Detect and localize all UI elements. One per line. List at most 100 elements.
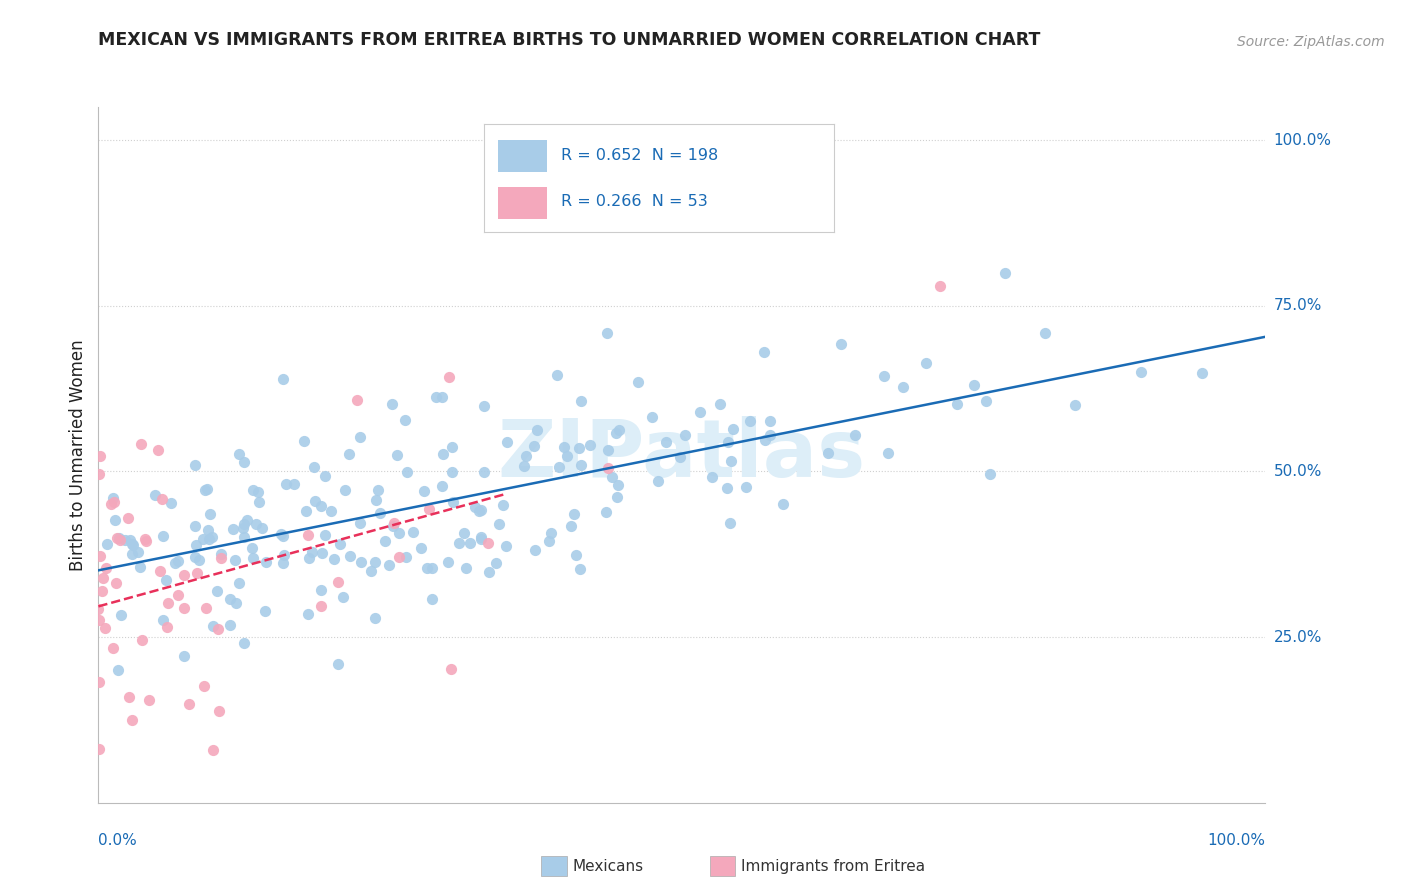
Point	[349, 430, 371, 444]
Point	[236, 513, 259, 527]
Point	[163, 556, 186, 570]
Point	[647, 474, 669, 488]
Point	[118, 533, 141, 548]
Point	[93, 571, 115, 585]
Point	[470, 503, 492, 517]
Point	[418, 501, 440, 516]
Point	[477, 536, 499, 550]
Point	[368, 506, 391, 520]
Point	[994, 266, 1017, 280]
Point	[297, 607, 319, 621]
Point	[394, 413, 416, 427]
Point	[526, 423, 548, 437]
Point	[1130, 365, 1153, 379]
Point	[360, 565, 382, 579]
Point	[374, 534, 396, 549]
Point	[87, 601, 110, 615]
Point	[492, 498, 515, 512]
Point	[367, 483, 389, 498]
Point	[194, 601, 217, 615]
Point	[104, 512, 127, 526]
Point	[304, 494, 326, 508]
Point	[202, 619, 225, 633]
Point	[893, 379, 915, 393]
Point	[121, 537, 143, 551]
Point	[946, 397, 969, 411]
Point	[302, 459, 325, 474]
Point	[571, 394, 593, 409]
Point	[118, 690, 141, 704]
Point	[387, 448, 409, 462]
Point	[596, 461, 619, 475]
Point	[193, 532, 215, 546]
Point	[328, 657, 350, 671]
Point	[560, 518, 582, 533]
Point	[606, 490, 628, 504]
Point	[596, 443, 619, 458]
Point	[292, 434, 315, 448]
Point	[752, 344, 775, 359]
Point	[496, 435, 519, 450]
Point	[564, 508, 586, 522]
Point	[103, 495, 125, 509]
Point	[309, 499, 332, 513]
Point	[222, 522, 245, 536]
Point	[381, 518, 404, 533]
Point	[328, 575, 350, 590]
Text: 50.0%: 50.0%	[1274, 464, 1322, 479]
Point	[177, 697, 200, 711]
Point	[200, 530, 222, 544]
Point	[108, 533, 131, 548]
Point	[232, 636, 254, 650]
Point	[437, 369, 460, 384]
Point	[122, 538, 145, 552]
Point	[155, 573, 177, 587]
Point	[195, 482, 218, 496]
Point	[149, 564, 172, 578]
Point	[337, 447, 360, 461]
Point	[254, 555, 277, 569]
Point	[105, 532, 128, 546]
Point	[735, 480, 758, 494]
Point	[167, 588, 190, 602]
Text: ZIPatlas: ZIPatlas	[498, 416, 866, 494]
Point	[94, 621, 117, 635]
Point	[247, 494, 270, 508]
Text: Immigrants from Eritrea: Immigrants from Eritrea	[741, 859, 925, 873]
Point	[333, 483, 356, 497]
Point	[488, 517, 510, 532]
Point	[453, 525, 475, 540]
Point	[219, 618, 242, 632]
Point	[152, 529, 174, 543]
Point	[378, 558, 401, 573]
Point	[605, 426, 627, 441]
Point	[87, 613, 110, 627]
Point	[240, 541, 263, 555]
Point	[100, 497, 122, 511]
Point	[173, 600, 195, 615]
Point	[89, 549, 111, 563]
Point	[721, 422, 744, 436]
Point	[979, 467, 1001, 481]
Point	[758, 414, 780, 428]
Point	[233, 530, 256, 544]
Text: 100.0%: 100.0%	[1208, 833, 1265, 848]
Point	[655, 435, 678, 450]
Text: MEXICAN VS IMMIGRANTS FROM ERITREA BIRTHS TO UNMARRIED WOMEN CORRELATION CHART: MEXICAN VS IMMIGRANTS FROM ERITREA BIRTH…	[98, 31, 1040, 49]
Point	[156, 596, 179, 610]
Point	[108, 531, 131, 545]
Point	[817, 445, 839, 459]
Point	[143, 488, 166, 502]
Text: 0.0%: 0.0%	[98, 833, 138, 848]
Text: Source: ZipAtlas.com: Source: ZipAtlas.com	[1237, 35, 1385, 49]
Point	[538, 533, 561, 548]
Point	[201, 743, 224, 757]
Point	[484, 556, 506, 570]
Point	[432, 447, 454, 461]
Point	[641, 409, 664, 424]
Point	[89, 467, 111, 481]
Point	[298, 550, 321, 565]
Point	[193, 679, 215, 693]
Point	[309, 599, 332, 614]
Point	[844, 427, 866, 442]
